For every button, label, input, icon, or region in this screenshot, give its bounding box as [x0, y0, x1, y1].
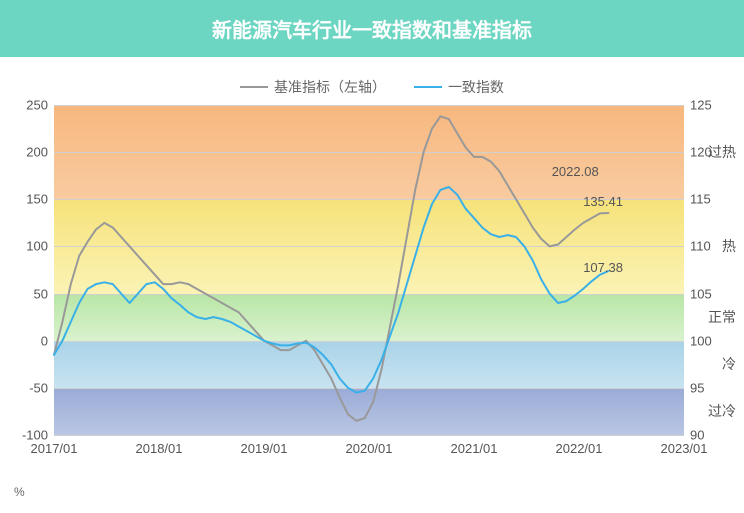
xtick: 2018/01 — [136, 441, 183, 456]
legend-benchmark: 基准指标（左轴） — [240, 77, 386, 97]
left-axis-unit: % — [14, 485, 25, 499]
xtick: 2022/01 — [556, 441, 603, 456]
ytick-right: 100 — [690, 333, 724, 348]
band-label: 冷 — [722, 354, 736, 374]
legend-benchmark-label: 基准指标（左轴） — [274, 77, 386, 97]
band-label: 热 — [722, 236, 736, 256]
chart-title: 新能源汽车行业一致指数和基准指标 — [0, 0, 744, 57]
ytick-right: 95 — [690, 380, 724, 395]
legend-consensus-line — [414, 86, 442, 88]
ytick-right: 110 — [690, 239, 724, 254]
legend-consensus-label: 一致指数 — [448, 77, 504, 97]
plot: 过热热正常冷过冷 -100-50050100150200250909510010… — [54, 105, 684, 435]
ytick-left: 250 — [14, 98, 48, 113]
ytick-right: 105 — [690, 286, 724, 301]
ytick-left: 50 — [14, 286, 48, 301]
chart-area: 基准指标（左轴） 一致指数 过热热正常冷过冷 -100-500501001502… — [0, 57, 744, 513]
legend-consensus: 一致指数 — [414, 77, 504, 97]
ytick-right: 115 — [690, 192, 724, 207]
xtick: 2021/01 — [451, 441, 498, 456]
xtick: 2020/01 — [346, 441, 393, 456]
ytick-left: 0 — [14, 333, 48, 348]
legend-benchmark-line — [240, 86, 268, 88]
ytick-right: 125 — [690, 98, 724, 113]
callout-date: 2022.08 — [552, 164, 599, 179]
callout-cons: 107.38 — [583, 260, 623, 275]
gridline — [54, 435, 684, 436]
ytick-left: 100 — [14, 239, 48, 254]
ytick-right: 120 — [690, 145, 724, 160]
ytick-left: 200 — [14, 145, 48, 160]
band-label: 过冷 — [708, 401, 736, 421]
callout-bench: 135.41 — [583, 194, 623, 209]
xtick: 2023/01 — [661, 441, 708, 456]
band-label: 正常 — [708, 307, 736, 327]
xtick: 2019/01 — [241, 441, 288, 456]
xtick: 2017/01 — [31, 441, 78, 456]
ytick-left: -50 — [14, 380, 48, 395]
ytick-left: 150 — [14, 192, 48, 207]
legend: 基准指标（左轴） 一致指数 — [0, 57, 744, 105]
